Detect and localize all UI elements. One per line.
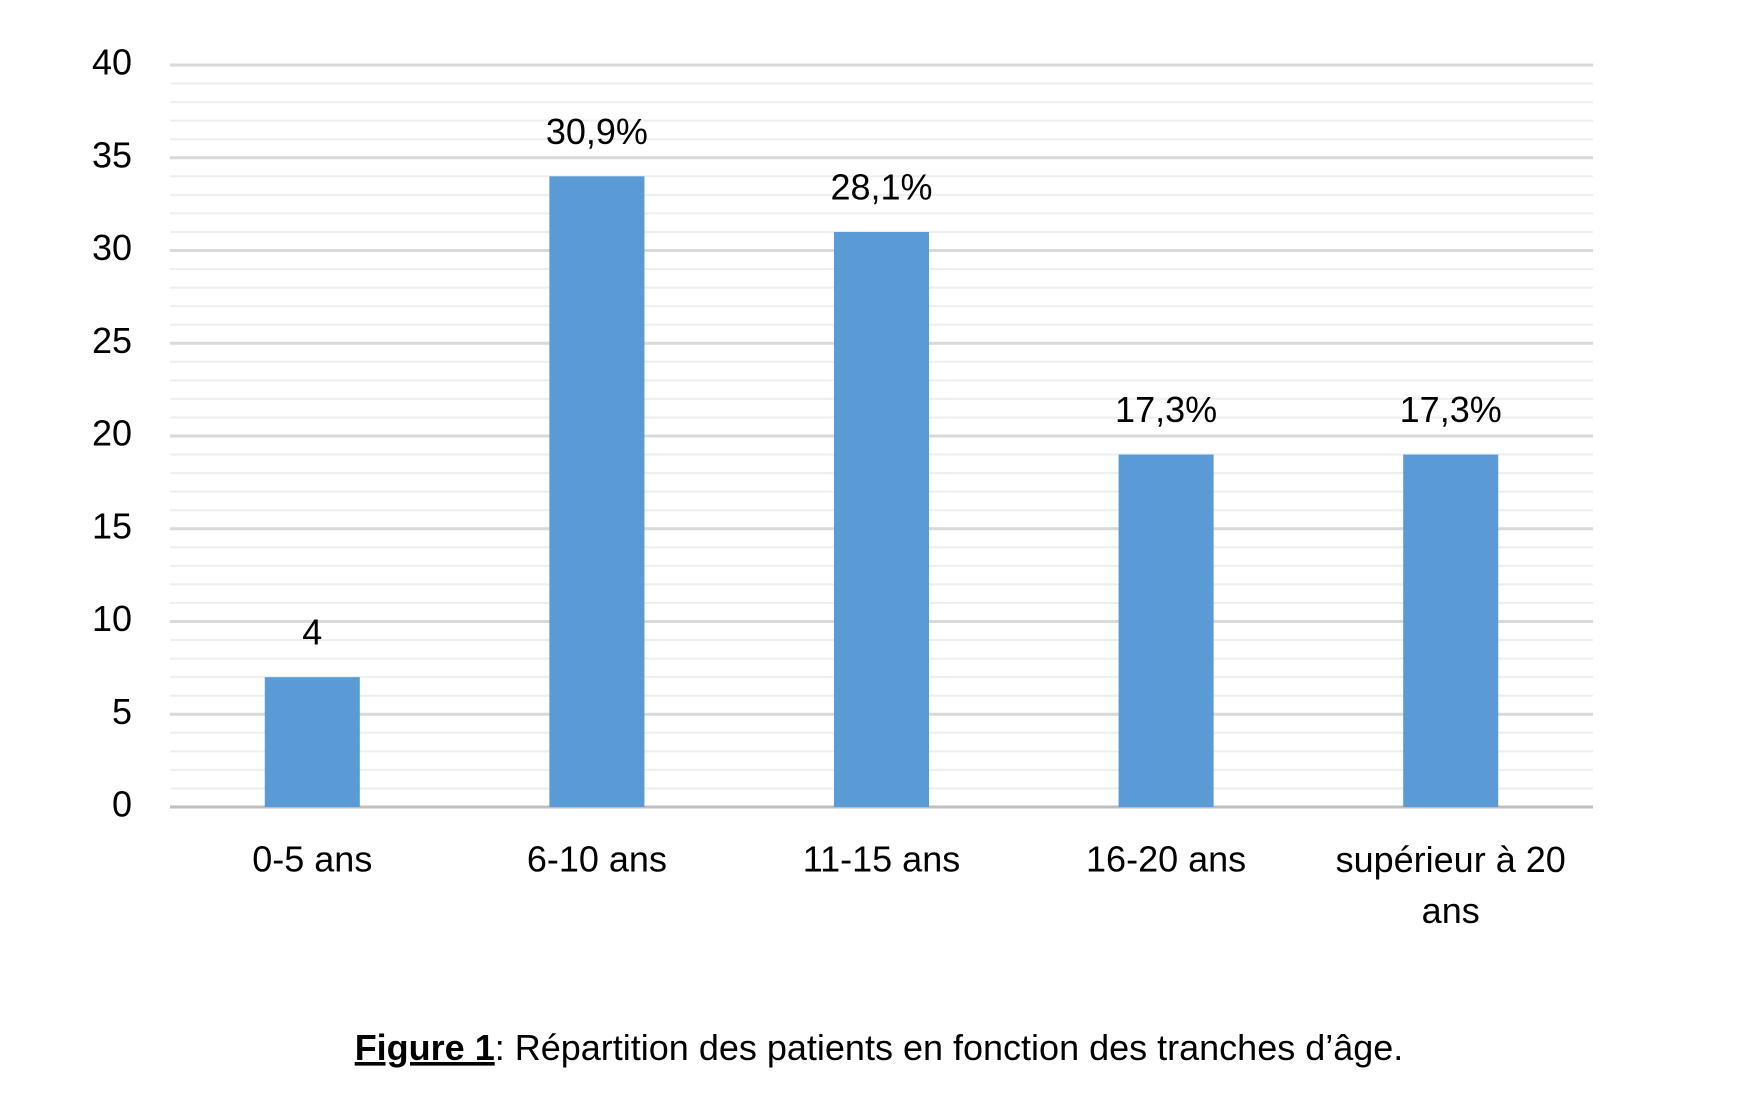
y-tick-label: 25: [92, 320, 132, 361]
data-label: 17,3%: [1115, 389, 1217, 430]
caption-label: Figure 1: [355, 1027, 495, 1068]
y-tick-label: 5: [112, 691, 132, 732]
bar: [833, 231, 930, 807]
data-label: 30,9%: [546, 111, 648, 152]
bar: [1403, 454, 1499, 807]
y-tick-label: 35: [92, 134, 132, 175]
x-tick-label: 0-5 ans: [252, 839, 372, 880]
data-label: 28,1%: [830, 166, 932, 207]
caption-text: : Répartition des patients en fonction d…: [495, 1027, 1404, 1068]
x-tick-label: 11-15 ans: [803, 839, 960, 880]
y-tick-label: 0: [112, 784, 132, 825]
y-tick-label: 10: [92, 598, 132, 639]
bar: [549, 176, 645, 808]
y-tick-label: 30: [92, 227, 132, 268]
data-label: 4: [302, 612, 322, 653]
bar: [264, 677, 360, 807]
y-tick-label: 20: [92, 413, 132, 454]
caption: Figure 1: Répartition des patients en fo…: [355, 1027, 1404, 1068]
y-tick-label: 15: [92, 505, 132, 546]
y-tick-label: 40: [92, 42, 132, 83]
x-tick-label: 16-20 ans: [1086, 839, 1246, 880]
bar: [1118, 454, 1214, 807]
x-tick-label: supérieur à 20 ans: [1336, 839, 1566, 931]
x-tick-label: 6-10 ans: [527, 839, 667, 880]
data-label: 17,3%: [1400, 389, 1502, 430]
